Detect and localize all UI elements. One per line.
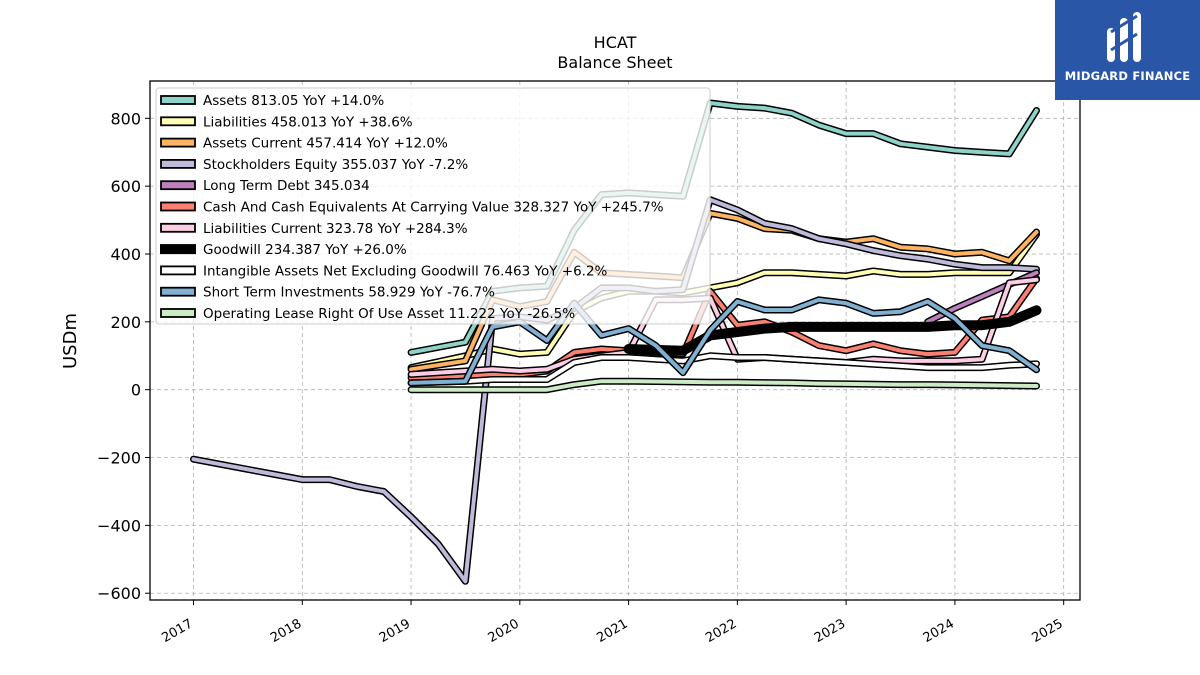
series-line xyxy=(409,232,1039,370)
plot-frame xyxy=(149,80,1081,601)
legend-swatch xyxy=(160,222,196,233)
legend-item: Long Term Debt 345.034 xyxy=(160,178,370,194)
legend-swatch xyxy=(160,137,196,148)
y-axis-label: USDm xyxy=(60,313,81,369)
legend-item: Stockholders Equity 355.037 YoY -7.2% xyxy=(160,157,468,173)
series-line xyxy=(409,353,1039,385)
legend-label: Liabilities Current 323.78 YoY +284.3% xyxy=(203,221,468,237)
series-liabilities xyxy=(407,230,1040,372)
legend-label: Long Term Debt 345.034 xyxy=(203,178,370,194)
legend-item: Intangible Assets Net Excluding Goodwill… xyxy=(160,263,608,279)
x-tick-label: 2019 xyxy=(377,616,413,646)
chart-subtitle: Balance Sheet xyxy=(557,53,672,72)
legend-item: Operating Lease Right Of Use Asset 11.22… xyxy=(160,306,575,322)
y-tick-label: −600 xyxy=(97,584,141,603)
legend-label: Assets Current 457.414 YoY +12.0% xyxy=(203,136,448,152)
y-tick-label: 600 xyxy=(110,177,141,196)
x-tick-label: 2021 xyxy=(594,616,630,646)
legend-label: Cash And Cash Equivalents At Carrying Va… xyxy=(203,200,664,216)
chart-title: HCAT xyxy=(594,33,637,52)
series-line xyxy=(409,297,1039,385)
y-tick-label: 800 xyxy=(110,109,141,128)
x-axis: 2017 2018 2019 2020 2021 2022 2023 2024 2025 xyxy=(159,600,1066,646)
x-tick-label: 2020 xyxy=(486,616,522,646)
legend-item: Short Term Investments 58.929 YoY -76.7% xyxy=(160,285,495,301)
y-axis: −600 −400 −200 0 200 400 600 800 xyxy=(97,109,150,603)
y-tick-label: 0 xyxy=(131,381,141,400)
x-tick-label: 2018 xyxy=(268,616,304,646)
series-line xyxy=(409,379,1039,392)
legend-swatch xyxy=(160,286,196,297)
legend-item: Assets 813.05 YoY +14.0% xyxy=(160,93,384,109)
legend: Assets 813.05 YoY +14.0% Liabilities 458.… xyxy=(155,87,711,325)
logo-text: MIDGARD FINANCE xyxy=(1064,69,1191,83)
legend-item: Assets Current 457.414 YoY +12.0% xyxy=(160,136,448,152)
legend-item: Liabilities Current 323.78 YoY +284.3% xyxy=(160,221,468,237)
legend-swatch xyxy=(160,95,196,105)
x-tick-label: 2017 xyxy=(159,616,195,646)
legend-swatch xyxy=(160,180,196,191)
x-tick-label: 2022 xyxy=(703,616,739,646)
y-tick-label: −200 xyxy=(97,449,141,468)
legend-item: Goodwill 234.387 YoY +26.0% xyxy=(160,242,407,258)
midgard-finance-logo: MIDGARD FINANCE xyxy=(1055,0,1200,100)
y-tick-label: −400 xyxy=(97,516,141,535)
x-tick-label: 2023 xyxy=(812,616,848,646)
x-tick-label: 2024 xyxy=(921,616,957,646)
legend-swatch xyxy=(160,265,196,276)
y-tick-label: 200 xyxy=(110,313,141,332)
legend-item: Liabilities 458.013 YoY +38.6% xyxy=(160,114,413,130)
series-intangible-assets-net-excluding-goodwill xyxy=(407,352,1040,387)
legend-swatch xyxy=(160,308,196,318)
series-line xyxy=(625,306,1040,355)
legend-swatch xyxy=(160,201,196,212)
legend-label: Intangible Assets Net Excluding Goodwill… xyxy=(203,263,608,279)
legend-item: Cash And Cash Equivalents At Carrying Va… xyxy=(160,200,664,216)
legend-swatch xyxy=(160,116,196,127)
y-tick-label: 400 xyxy=(110,245,141,264)
series-short-term-investments xyxy=(407,296,1040,387)
legend-label: Stockholders Equity 355.037 YoY -7.2% xyxy=(203,157,468,173)
legend-label: Goodwill 234.387 YoY +26.0% xyxy=(203,242,407,258)
legend-label: Liabilities 458.013 YoY +38.6% xyxy=(203,114,413,130)
legend-label: Short Term Investments 58.929 YoY -76.7% xyxy=(203,285,495,301)
legend-label: Assets 813.05 YoY +14.0% xyxy=(203,93,384,109)
x-tick-label: 2025 xyxy=(1030,616,1066,646)
legend-swatch xyxy=(160,158,196,169)
logo-mark-icon xyxy=(1107,12,1141,62)
series-goodwill xyxy=(623,305,1042,356)
legend-swatch xyxy=(160,244,196,255)
legend-label: Operating Lease Right Of Use Asset 11.22… xyxy=(203,306,575,322)
legend-box xyxy=(155,87,711,325)
series-operating-lease-right-of-use-asset xyxy=(407,377,1040,394)
